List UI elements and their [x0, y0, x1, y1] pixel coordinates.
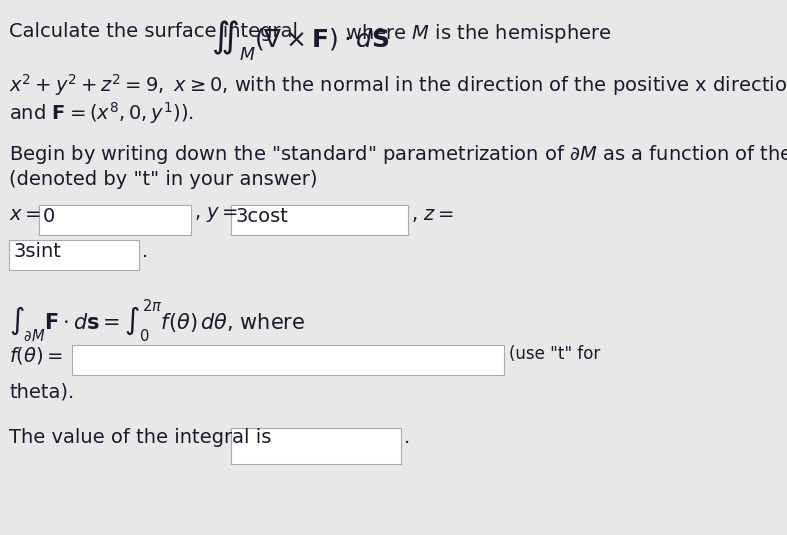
Text: , $z = $: , $z = $: [411, 205, 454, 224]
Text: theta).: theta).: [9, 382, 75, 401]
Text: $\int_{\partial M} \mathbf{F} \cdot d\mathbf{s} = \int_0^{2\pi} f(\theta)\, d\th: $\int_{\partial M} \mathbf{F} \cdot d\ma…: [9, 298, 305, 344]
Text: and $\mathbf{F} = (x^8, 0, y^1))$.: and $\mathbf{F} = (x^8, 0, y^1))$.: [9, 100, 194, 126]
Text: where $M$ is the hemisphere: where $M$ is the hemisphere: [339, 22, 611, 45]
Text: 3cost: 3cost: [235, 207, 288, 226]
Text: .: .: [142, 242, 148, 261]
Text: The value of the integral is: The value of the integral is: [9, 428, 272, 447]
Bar: [72, 345, 504, 375]
Text: (use "t" for: (use "t" for: [509, 345, 600, 363]
Text: 3sint: 3sint: [13, 242, 61, 261]
Bar: [39, 205, 191, 235]
Bar: [231, 205, 408, 235]
Text: Calculate the surface integral: Calculate the surface integral: [9, 22, 298, 41]
Text: $\iint_M (\nabla \times \mathbf{F}) \cdot d\mathbf{S}$: $\iint_M (\nabla \times \mathbf{F}) \cdo…: [212, 18, 390, 63]
Text: (denoted by "t" in your answer): (denoted by "t" in your answer): [9, 170, 318, 189]
Text: , $y = $: , $y = $: [194, 205, 238, 224]
Text: 0: 0: [42, 207, 55, 226]
Bar: [9, 240, 139, 270]
Text: .: .: [405, 428, 411, 447]
Text: $x = $: $x = $: [9, 205, 42, 224]
Text: $f(\theta) = $: $f(\theta) = $: [9, 345, 64, 366]
Text: Begin by writing down the "standard" parametrization of $\partial M$ as a functi: Begin by writing down the "standard" par…: [9, 143, 787, 166]
Text: $x^2 + y^2 + z^2 = 9,\ x \geq 0$, with the normal in the direction of the positi: $x^2 + y^2 + z^2 = 9,\ x \geq 0$, with t…: [9, 72, 787, 98]
Bar: [231, 428, 401, 464]
